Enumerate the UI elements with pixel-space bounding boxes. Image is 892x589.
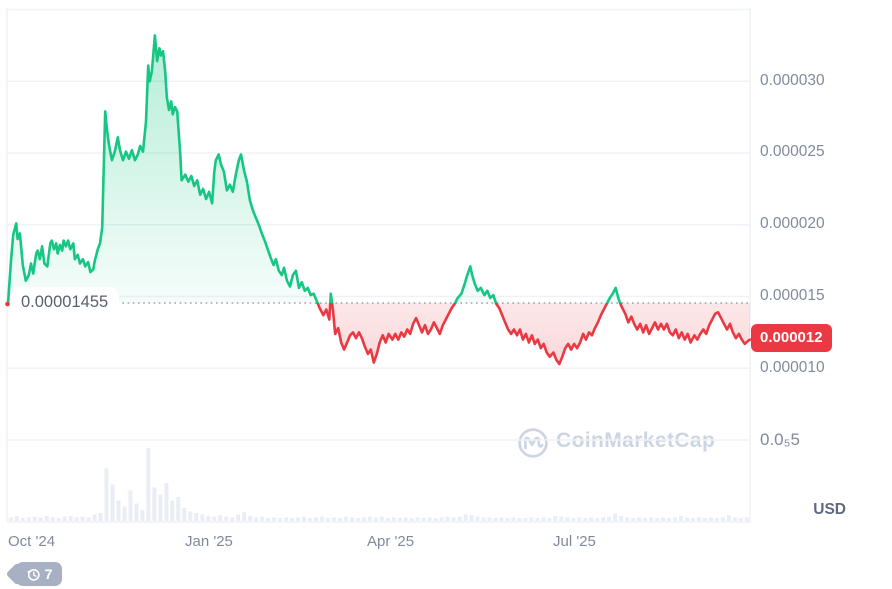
history-count: 7 <box>44 566 53 582</box>
currency-label: USD <box>813 501 846 518</box>
y-axis-tick-label: 0.000030 <box>760 72 825 89</box>
y-axis-tick-label: 0.000025 <box>760 143 825 160</box>
history-clock-icon <box>26 568 40 581</box>
x-axis-tick-label: Jul '25 <box>553 533 596 550</box>
baseline-price-label: 0.00001455 <box>10 287 120 318</box>
current-price-badge: 0.000012 <box>751 324 832 352</box>
y-axis-tick-label: 0.000020 <box>760 215 825 232</box>
y-axis-tick-label: 0.0₅5 <box>760 430 800 449</box>
x-axis-tick-label: Apr '25 <box>367 533 415 550</box>
history-badge[interactable]: 7 <box>16 562 62 586</box>
y-axis-tick-label: 0.000015 <box>760 287 825 304</box>
y-axis-tick-label: 0.000010 <box>760 359 825 376</box>
x-axis-tick-label: Jan '25 <box>185 533 233 550</box>
coinmarketcap-logo-icon <box>518 428 548 458</box>
x-axis-tick-label: Oct '24 <box>8 533 56 550</box>
